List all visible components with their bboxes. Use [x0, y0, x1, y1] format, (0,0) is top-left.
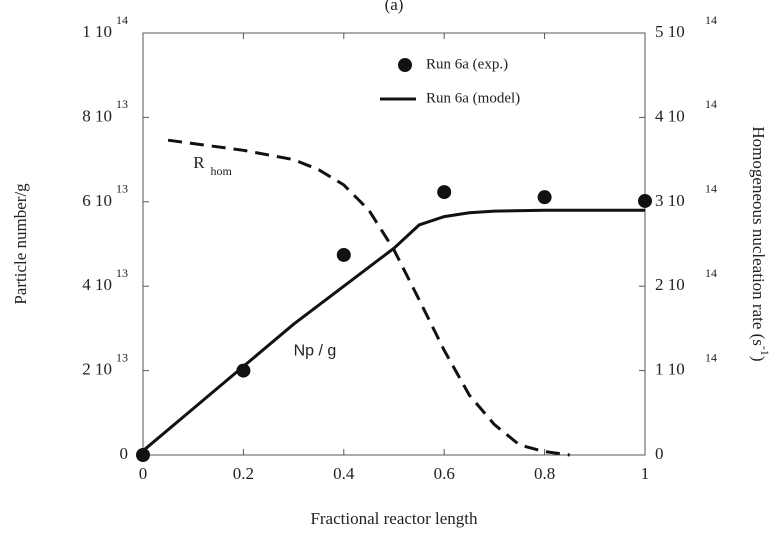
- x-tick-label: 1: [641, 464, 650, 483]
- data-point: [136, 448, 150, 462]
- y2-axis-label: Homogeneous nucleation rate (s-1): [749, 126, 772, 361]
- tick-label-text: 3 10: [655, 191, 685, 210]
- data-point: [437, 185, 452, 200]
- right-tick-label: 0: [655, 444, 664, 463]
- right-tick-exponent: 14: [705, 97, 717, 111]
- y2-label-text: Homogeneous nucleation rate (s: [749, 126, 768, 346]
- left-tick-label: 2 10: [82, 360, 112, 379]
- model-line: [142, 208, 645, 452]
- data-point: [236, 363, 251, 378]
- tick-label-text: 2 10: [655, 275, 685, 294]
- x-axis-label: Fractional reactor length: [310, 509, 478, 528]
- right-tick-exponent: 14: [705, 350, 717, 364]
- x-tick-label: 0.8: [534, 464, 555, 483]
- plot-frame: [142, 32, 646, 456]
- tick-label-text: 1 10: [655, 360, 685, 379]
- chart-title: (a): [385, 0, 404, 14]
- x-tick-label: 0.6: [434, 464, 455, 483]
- left-tick-label: 8 10: [82, 106, 112, 125]
- y2-label-sup: -1: [758, 346, 772, 356]
- annotation-sub: hom: [211, 164, 233, 178]
- right-tick-label: 4 10: [655, 106, 685, 125]
- dashed-line: [167, 138, 570, 457]
- left-tick-exponent: 13: [116, 182, 128, 196]
- tick-label-text: 6 10: [82, 191, 112, 210]
- data-point: [638, 193, 652, 208]
- tick-label-text: 2 10: [82, 360, 112, 379]
- right-tick-exponent: 14: [705, 13, 717, 27]
- y-axis-label: Particle number/g: [11, 183, 30, 305]
- y2-label-close: ): [749, 356, 768, 362]
- right-tick-label: 2 10: [655, 275, 685, 294]
- data-point: [336, 247, 351, 262]
- tick-label-text: 8 10: [82, 106, 112, 125]
- tick-label-text: 1 10: [82, 22, 112, 41]
- right-tick-exponent: 14: [705, 266, 717, 280]
- left-tick-label: 6 10: [82, 191, 112, 210]
- tick-label-text: 5 10: [655, 22, 685, 41]
- legend-label: Run 6a (exp.): [426, 56, 508, 72]
- legend-marker: [398, 58, 412, 72]
- left-tick-exponent: 13: [116, 350, 128, 364]
- annotation-text: Np / g: [294, 343, 337, 360]
- left-tick-label: 4 10: [82, 275, 112, 294]
- legend-label: Run 6a (model): [426, 90, 520, 106]
- annotation-text: R: [193, 153, 205, 172]
- x-tick-label: 0.4: [333, 464, 355, 483]
- right-tick-label: 1 10: [655, 360, 685, 379]
- left-tick-exponent: 13: [116, 266, 128, 280]
- x-tick-label: 0.2: [233, 464, 254, 483]
- left-tick-label: 1 10: [82, 22, 112, 41]
- right-tick-exponent: 14: [705, 182, 717, 196]
- tick-label-text: 4 10: [655, 106, 685, 125]
- tick-label-text: 4 10: [82, 275, 112, 294]
- left-tick-exponent: 13: [116, 97, 128, 111]
- right-tick-label: 5 10: [655, 22, 685, 41]
- left-tick-label: 0: [120, 444, 129, 463]
- annotation: Np / g: [294, 343, 337, 360]
- left-tick-exponent: 14: [116, 13, 128, 27]
- right-tick-label: 3 10: [655, 191, 685, 210]
- data-point: [537, 190, 552, 205]
- x-tick-label: 0: [139, 464, 148, 483]
